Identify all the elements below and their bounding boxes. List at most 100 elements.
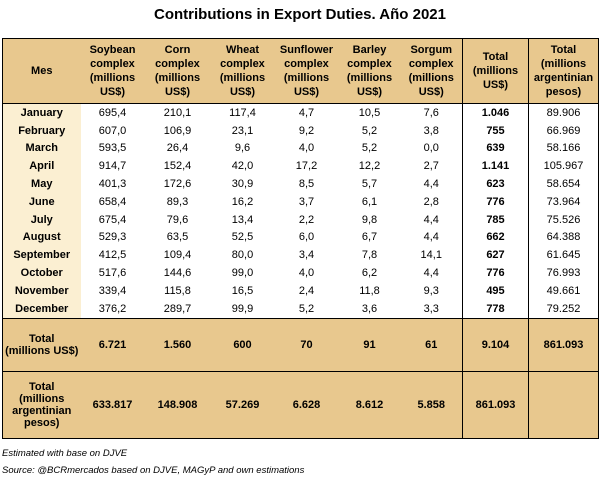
cell-sorgum: 4,4 xyxy=(423,213,439,226)
total-pesos-wheat: 57.269 xyxy=(210,370,275,439)
cell-corn: 79,6 xyxy=(166,213,189,226)
table-row: January 695,4 210,1 117,4 4,7 10,5 7,6 1.046 89.… xyxy=(2,103,599,122)
cell-total-usd: 627 xyxy=(462,246,529,265)
cell-sorgum: 3,8 xyxy=(423,124,439,137)
export-duties-table: Mes Soybean complex (millions US$) Corn … xyxy=(2,38,599,439)
cell-total-pesos: 89.906 xyxy=(528,103,599,122)
cell-corn: 152,4 xyxy=(163,160,192,173)
cell-total-usd: 639 xyxy=(462,139,529,158)
header-row: Mes Soybean complex (millions US$) Corn … xyxy=(2,38,599,104)
cell-total-pesos: 66.969 xyxy=(528,121,599,140)
cell-sorgum: 4,4 xyxy=(423,178,439,191)
month-label: October xyxy=(2,264,81,282)
header-corn: Corn complex (millions US$) xyxy=(144,38,211,104)
cell-total-usd: 1.046 xyxy=(462,103,529,122)
cell-total-pesos: 64.388 xyxy=(528,228,599,247)
cell-wheat: 16,2 xyxy=(231,195,254,208)
cell-corn: 63,5 xyxy=(166,231,189,244)
cell-sunflower: 8,5 xyxy=(298,178,315,191)
cell-wheat: 30,9 xyxy=(231,178,254,191)
cell-corn: 26,4 xyxy=(166,142,189,155)
cell-barley: 5,7 xyxy=(361,178,378,191)
cell-barley: 6,7 xyxy=(361,231,378,244)
header-sunflower: Sunflower complex (millions US$) xyxy=(274,38,339,104)
cell-sorgum: 3,3 xyxy=(423,302,439,315)
cell-total-usd: 778 xyxy=(462,299,529,319)
cell-barley: 6,1 xyxy=(361,195,378,208)
total-usd-corn: 1.560 xyxy=(144,317,211,372)
cell-barley: 9,8 xyxy=(361,213,378,226)
cell-wheat: 99,0 xyxy=(231,267,254,280)
cell-barley: 3,6 xyxy=(361,302,378,315)
table-row: March 593,5 26,4 9,6 4,0 5,2 0,0 639 58.166 xyxy=(2,139,599,158)
month-label: September xyxy=(2,246,81,265)
total-pesos-sunflower: 6.628 xyxy=(274,370,339,439)
total-usd-wheat: 600 xyxy=(210,317,275,372)
footnote-estimate: Estimated with base on DJVE xyxy=(2,448,128,459)
cell-total-pesos: 58.166 xyxy=(528,139,599,158)
header-wheat: Wheat complex (millions US$) xyxy=(210,38,275,104)
cell-sorgum: 4,4 xyxy=(423,231,439,244)
table-row: October 517,6 144,6 99,0 4,0 6,2 4,4 776 76.993 xyxy=(2,264,599,282)
cell-wheat: 16,5 xyxy=(231,284,254,297)
total-pesos-row: Total (millions argentinian pesos) 633.8… xyxy=(2,370,599,439)
cell-wheat: 23,1 xyxy=(231,124,254,137)
cell-soybean: 376,2 xyxy=(98,302,127,315)
total-pesos-total: 861.093 xyxy=(462,370,529,439)
table-row: September 412,5 109,4 80,0 3,4 7,8 14,1 627 61.6… xyxy=(2,246,599,265)
total-pesos-barley: 8.612 xyxy=(338,370,401,439)
cell-total-pesos: 73.964 xyxy=(528,192,599,211)
cell-soybean: 339,4 xyxy=(98,284,127,297)
cell-total-pesos: 58.654 xyxy=(528,175,599,193)
cell-soybean: 593,5 xyxy=(98,142,127,155)
total-usd-sorgum: 61 xyxy=(400,317,463,372)
cell-sunflower: 17,2 xyxy=(295,160,318,173)
cell-sorgum: 14,1 xyxy=(420,249,442,262)
cell-barley: 11,8 xyxy=(359,284,380,297)
cell-sunflower: 4,7 xyxy=(298,106,315,119)
total-pesos-corn: 148.908 xyxy=(144,370,211,439)
cell-wheat: 52,5 xyxy=(231,231,254,244)
month-label: May xyxy=(2,175,81,193)
cell-sunflower: 2,4 xyxy=(298,284,315,297)
cell-barley: 5,2 xyxy=(361,142,378,155)
table-row: July 675,4 79,6 13,4 2,2 9,8 4,4 785 75.526 xyxy=(2,210,599,229)
cell-barley: 10,5 xyxy=(358,106,381,119)
cell-soybean: 529,3 xyxy=(98,231,127,244)
table-row: November 339,4 115,8 16,5 2,4 11,8 9,3 495 49.66… xyxy=(2,281,599,300)
cell-barley: 5,2 xyxy=(361,124,378,137)
total-usd-row: Total (millions US$) 6.721 1.560 600 70 … xyxy=(2,317,599,372)
cell-total-usd: 785 xyxy=(462,210,529,229)
total-pesos-label: Total (millions argentinian pesos) xyxy=(2,370,81,439)
table-row: April 914,7 152,4 42,0 17,2 12,2 2,7 1.141 105.9… xyxy=(2,157,599,176)
cell-total-usd: 623 xyxy=(462,175,529,193)
cell-sorgum: 2,8 xyxy=(423,195,439,208)
total-usd-sunflower: 70 xyxy=(274,317,339,372)
cell-soybean: 658,4 xyxy=(98,195,127,208)
table-row: May 401,3 172,6 30,9 8,5 5,7 4,4 623 58.654 xyxy=(2,175,599,193)
month-label: February xyxy=(2,121,81,140)
header-mes: Mes xyxy=(2,38,81,104)
cell-total-usd: 1.141 xyxy=(462,157,529,176)
table-row: February 607,0 106,9 23,1 9,2 5,2 3,8 755 66.969 xyxy=(2,121,599,140)
cell-wheat: 117,4 xyxy=(229,106,256,119)
cell-soybean: 607,0 xyxy=(98,124,127,137)
month-label: March xyxy=(2,139,81,158)
cell-total-usd: 776 xyxy=(462,192,529,211)
cell-barley: 7,8 xyxy=(361,249,378,262)
header-sorgum: Sorgum complex (millions US$) xyxy=(400,38,463,104)
cell-wheat: 42,0 xyxy=(231,160,254,173)
cell-soybean: 517,6 xyxy=(98,267,127,280)
month-label: August xyxy=(2,228,81,247)
header-soybean: Soybean complex (millions US$) xyxy=(80,38,145,104)
total-usd-soybean: 6.721 xyxy=(80,317,145,372)
total-pesos-sorgum: 5.858 xyxy=(400,370,463,439)
cell-total-pesos: 79.252 xyxy=(528,299,599,319)
month-label: December xyxy=(2,299,81,319)
header-barley: Barley complex (millions US$) xyxy=(338,38,401,104)
cell-soybean: 695,4 xyxy=(98,106,127,119)
cell-sorgum: 2,7 xyxy=(423,160,439,173)
total-pesos-soybean: 633.817 xyxy=(80,370,145,439)
cell-sunflower: 3,4 xyxy=(298,249,315,262)
header-total-pesos: Total (millions argentinian pesos) xyxy=(528,38,599,104)
